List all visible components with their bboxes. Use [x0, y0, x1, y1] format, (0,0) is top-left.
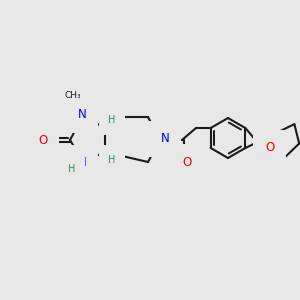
Text: O: O — [38, 134, 48, 146]
Text: CH₃: CH₃ — [65, 91, 81, 100]
Text: N: N — [160, 133, 169, 146]
Text: H: H — [68, 164, 76, 174]
Text: N: N — [78, 109, 86, 122]
Text: O: O — [265, 141, 274, 154]
Text: N: N — [78, 157, 86, 169]
Text: O: O — [182, 155, 192, 169]
Text: H: H — [108, 155, 116, 165]
Text: H: H — [108, 115, 116, 125]
